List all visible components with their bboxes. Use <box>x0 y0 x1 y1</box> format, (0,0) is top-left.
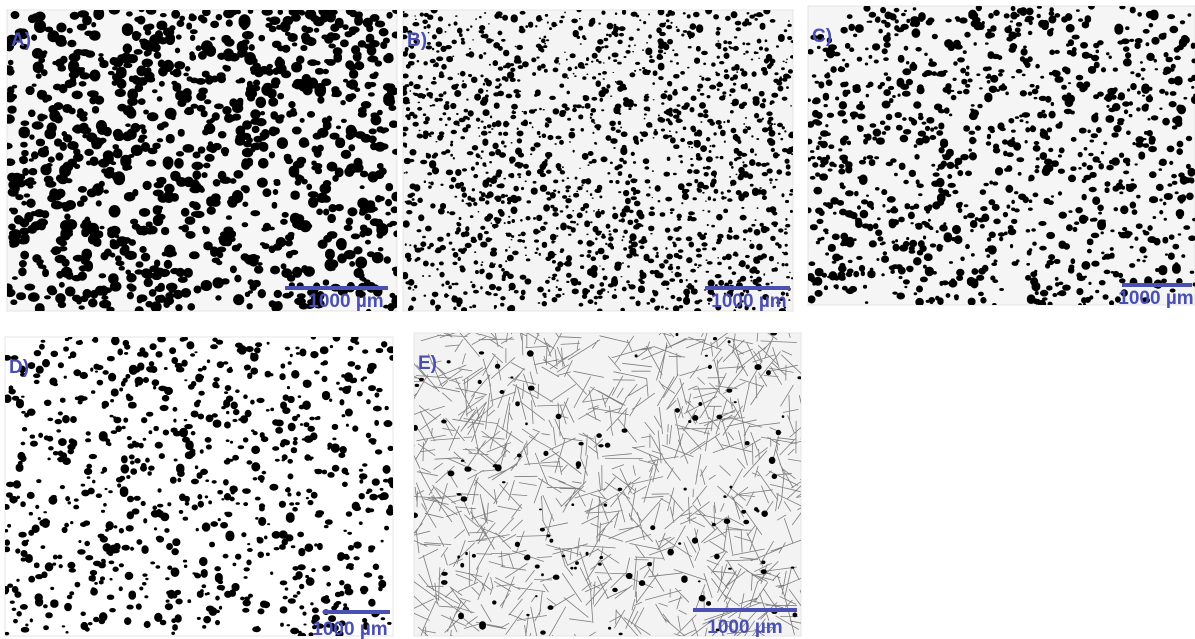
panel-label: B) <box>407 30 427 51</box>
micrograph <box>7 10 397 311</box>
particles <box>7 10 397 311</box>
micrograph <box>808 6 1195 305</box>
scale-bar-label: 1000 µm <box>1118 288 1193 309</box>
panel: B) 1000 µm <box>402 9 794 312</box>
particles <box>5 337 393 636</box>
scale-bar-label: 1000 µm <box>707 617 782 638</box>
panel: C) 1000 µm <box>807 5 1195 309</box>
panel: D) 1000 µm <box>4 336 394 639</box>
particles <box>808 6 1195 305</box>
panel: E) 1000 µm <box>413 332 802 638</box>
micrograph <box>414 333 801 636</box>
particles <box>403 10 793 311</box>
micrograph <box>5 337 393 636</box>
panel-label: D) <box>9 357 29 378</box>
panel-label: A) <box>11 30 31 51</box>
fibers <box>414 333 801 636</box>
scale-bar-label: 1000 µm <box>308 291 383 312</box>
panel-label: C) <box>812 26 832 47</box>
panel-label: E) <box>418 353 437 374</box>
scale-bar-label: 1000 µm <box>312 619 387 639</box>
micrograph <box>403 10 793 311</box>
scale-bar-label: 1000 µm <box>711 291 786 312</box>
panel: A) 1000 µm <box>6 9 398 312</box>
